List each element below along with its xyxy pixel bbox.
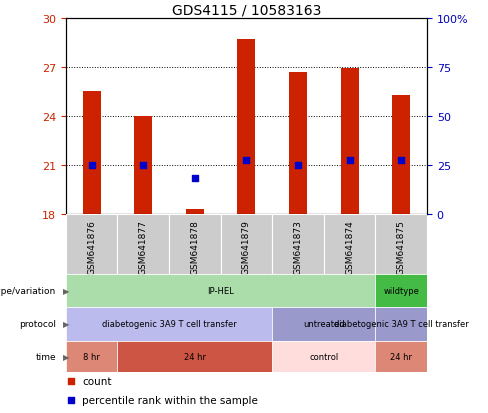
Bar <box>272 341 375 372</box>
Text: 24 hr: 24 hr <box>184 352 206 361</box>
Bar <box>134 117 152 215</box>
Text: GSM641877: GSM641877 <box>139 220 148 274</box>
Point <box>67 377 75 384</box>
Bar <box>186 210 204 215</box>
Point <box>191 176 199 182</box>
Bar <box>118 341 272 372</box>
Text: diabetogenic 3A9 T cell transfer: diabetogenic 3A9 T cell transfer <box>102 320 236 329</box>
Text: untreated: untreated <box>303 320 345 329</box>
Bar <box>375 341 427 372</box>
Point <box>88 162 96 169</box>
Text: control: control <box>309 352 339 361</box>
Text: 24 hr: 24 hr <box>390 352 412 361</box>
Text: GSM641879: GSM641879 <box>242 220 251 274</box>
Bar <box>221 215 272 275</box>
Point <box>397 157 405 164</box>
Bar <box>392 95 410 215</box>
Bar <box>66 308 272 341</box>
Bar <box>375 275 427 308</box>
Bar <box>272 308 375 341</box>
Point <box>67 396 75 403</box>
Text: ▶: ▶ <box>63 320 70 329</box>
Bar <box>169 215 221 275</box>
Bar <box>341 69 359 215</box>
Text: ▶: ▶ <box>63 352 70 361</box>
Bar <box>66 275 375 308</box>
Bar <box>272 215 324 275</box>
Text: GSM641875: GSM641875 <box>397 220 406 274</box>
Text: ▶: ▶ <box>63 287 70 296</box>
Text: 8 hr: 8 hr <box>83 352 100 361</box>
Text: GSM641873: GSM641873 <box>293 220 303 274</box>
Text: genotype/variation: genotype/variation <box>0 287 56 296</box>
Text: GSM641876: GSM641876 <box>87 220 96 274</box>
Point <box>294 162 302 169</box>
Bar <box>66 215 118 275</box>
Bar <box>289 73 307 215</box>
Title: GDS4115 / 10583163: GDS4115 / 10583163 <box>172 3 321 17</box>
Text: percentile rank within the sample: percentile rank within the sample <box>82 394 258 405</box>
Text: protocol: protocol <box>19 320 56 329</box>
Bar <box>375 308 427 341</box>
Text: diabetogenic 3A9 T cell transfer: diabetogenic 3A9 T cell transfer <box>334 320 468 329</box>
Text: GSM641878: GSM641878 <box>190 220 200 274</box>
Text: IP-HEL: IP-HEL <box>207 287 234 296</box>
Point <box>140 162 147 169</box>
Text: count: count <box>82 376 112 386</box>
Point <box>243 157 250 164</box>
Text: time: time <box>36 352 56 361</box>
Text: wildtype: wildtype <box>383 287 419 296</box>
Bar <box>66 341 118 372</box>
Bar <box>324 215 375 275</box>
Point <box>346 157 353 164</box>
Bar <box>238 40 256 215</box>
Bar <box>375 215 427 275</box>
Bar <box>118 215 169 275</box>
Bar <box>82 92 101 215</box>
Text: GSM641874: GSM641874 <box>345 220 354 274</box>
